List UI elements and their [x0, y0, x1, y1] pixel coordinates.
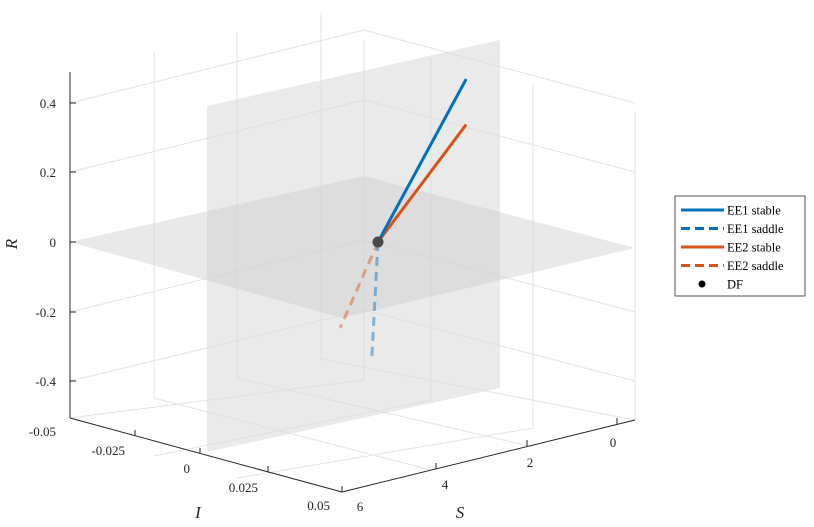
series-layer	[338, 78, 468, 361]
z-tick-label: 0.2	[40, 165, 56, 180]
z-tick-label: -0.2	[35, 305, 56, 320]
z-axis-label: R	[2, 238, 21, 250]
series-line-1	[370, 241, 380, 361]
x-tick-label: 4	[442, 477, 449, 492]
series-line-2	[376, 123, 468, 243]
x-axis-label: S	[456, 503, 465, 522]
y-axis-label: I	[194, 503, 202, 522]
z-tick-label: -0.4	[35, 374, 56, 389]
y-tick-labels: -0.025 0 0.025 0.05	[91, 443, 330, 513]
legend-marker	[698, 280, 706, 288]
y-tick-label: 0.025	[229, 480, 258, 495]
legend-label: EE1 stable	[727, 204, 781, 218]
z-tick-label: -0.05	[29, 424, 56, 439]
axes	[69, 72, 636, 493]
x-tick-label: 0	[610, 435, 617, 450]
legend: EE1 stable EE1 saddle EE2 stable EE2 saddle…	[674, 195, 806, 297]
series-line-0	[376, 78, 468, 243]
x-tick-labels: 6 4 2 0	[357, 435, 617, 514]
series-line-3	[338, 241, 380, 329]
legend-label: DF	[727, 278, 743, 292]
plane-i-zero	[207, 40, 500, 452]
y-tick-label: 0.05	[307, 498, 330, 513]
legend-label: EE1 saddle	[727, 222, 784, 236]
z-tick-labels: 0.4 0.2 0 -0.2 -0.4 -0.05	[29, 96, 57, 439]
x-tick-label: 2	[527, 455, 534, 470]
planes	[70, 40, 635, 452]
y-tick-label: 0	[184, 461, 191, 476]
legend-label: EE2 saddle	[727, 259, 784, 273]
z-tick-label: 0.4	[40, 96, 57, 111]
plane-r-zero	[70, 176, 635, 318]
x-tick-label: 6	[357, 499, 364, 514]
y-tick-label: -0.025	[91, 443, 125, 458]
legend-label: EE2 stable	[727, 241, 781, 255]
z-tick-label: 0	[50, 235, 57, 250]
df-marker	[372, 236, 384, 248]
